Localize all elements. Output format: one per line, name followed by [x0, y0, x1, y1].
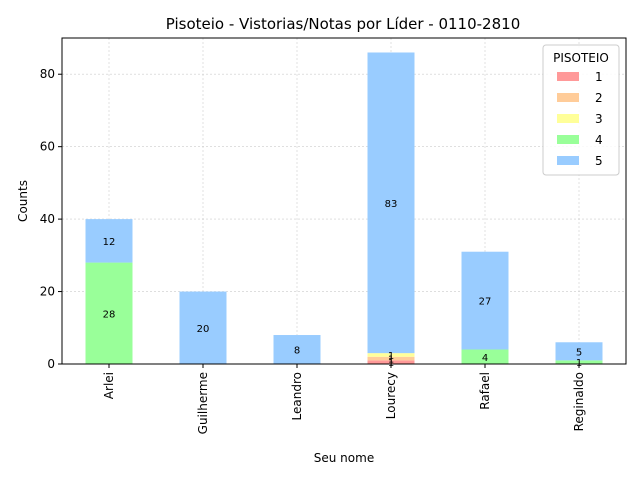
chart-title: Pisoteio - Vistorias/Notas por Líder - 0… — [166, 15, 521, 33]
y-tick-label: 20 — [40, 285, 55, 299]
legend-entry-label: 2 — [595, 91, 603, 105]
bar-segment — [85, 262, 133, 364]
legend-swatch — [557, 156, 579, 165]
legend-entry-label: 3 — [595, 112, 603, 126]
bar-segment — [273, 335, 321, 364]
x-tick-label: Reginaldo — [572, 372, 586, 431]
legend-swatch — [557, 72, 579, 81]
bar-segment — [179, 291, 227, 364]
bar-segment — [85, 219, 133, 263]
y-tick-label: 40 — [40, 212, 55, 226]
legend-swatch — [557, 114, 579, 123]
bar-segment — [555, 342, 603, 361]
legend-entry-label: 5 — [595, 154, 603, 168]
x-tick-label: Lourecy — [384, 372, 398, 419]
grid-lines — [62, 38, 626, 365]
bar-segment — [367, 360, 415, 364]
legend: PISOTEIO 1 2 3 4 5 — [542, 44, 620, 176]
bar-value-label: 8 — [294, 346, 300, 357]
x-tick-label: Rafael — [478, 372, 492, 410]
legend-entry-label: 1 — [595, 70, 603, 84]
bar-segment — [367, 52, 415, 354]
bars-group — [85, 52, 603, 364]
bar-segment — [367, 356, 415, 361]
bar-value-label: 27 — [479, 297, 492, 308]
legend-entry-label: 4 — [595, 133, 603, 147]
y-tick-label: 60 — [40, 140, 55, 154]
bar-value-label: 1 — [388, 351, 394, 362]
bar-value-label: 5 — [576, 347, 582, 358]
x-axis: Arlei Guilherme Leandro Lourecy Rafael Regina… — [102, 364, 586, 434]
legend-swatch — [557, 135, 579, 144]
bar-value-label: 28 — [103, 309, 116, 320]
bar-value-label: 20 — [197, 324, 210, 335]
y-axis-label: Counts — [16, 180, 30, 222]
bar-segment — [461, 349, 509, 364]
y-tick-label: 0 — [47, 357, 55, 371]
y-tick-label: 80 — [40, 67, 55, 81]
x-tick-label: Leandro — [290, 372, 304, 420]
bar-value-label: 1 — [388, 355, 394, 366]
legend-swatch — [557, 93, 579, 102]
bar-segment — [555, 360, 603, 364]
bar-segment — [367, 353, 415, 357]
y-axis: 0 20 40 60 80 — [40, 67, 62, 371]
bar-value-label: 4 — [482, 353, 488, 364]
legend-title: PISOTEIO — [553, 51, 609, 65]
bar-value-label: 12 — [103, 237, 116, 248]
bar-segment — [461, 251, 509, 350]
plot-area-frame — [61, 37, 627, 365]
x-tick-label: Arlei — [102, 372, 116, 399]
x-tick-label: Guilherme — [196, 372, 210, 434]
x-axis-label: Seu nome — [314, 451, 374, 465]
bar-value-label: 83 — [385, 199, 398, 210]
